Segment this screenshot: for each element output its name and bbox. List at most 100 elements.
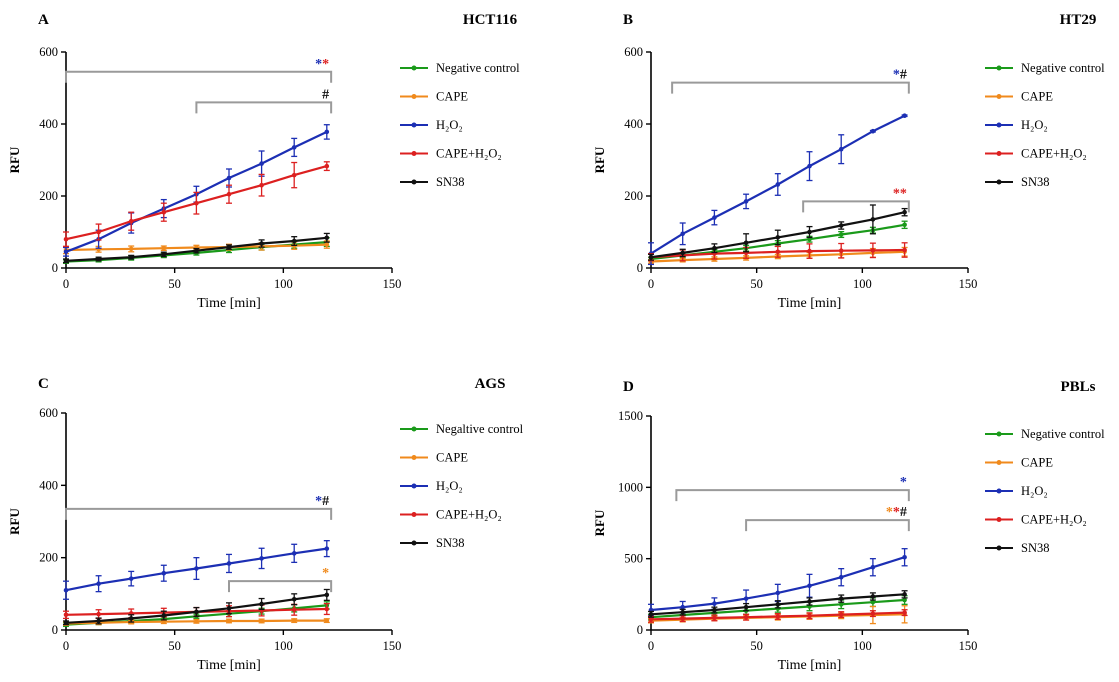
legend-item: H₂O₂	[400, 479, 463, 493]
data-point	[291, 607, 297, 613]
legend-marker	[996, 94, 1002, 99]
x-axis-title: Time [min]	[197, 296, 261, 311]
legend-item: CAPE+H₂O₂	[400, 508, 502, 522]
legend-label: CAPE+H₂O₂	[436, 147, 502, 161]
legend-label: Negative control	[436, 61, 520, 75]
legend-item: SN38	[985, 541, 1049, 555]
x-axis-title: Time [min]	[197, 658, 261, 673]
series-2	[648, 113, 908, 266]
legend-marker	[411, 512, 417, 517]
data-point	[128, 246, 134, 252]
data-point	[324, 618, 330, 623]
significance-label: **	[315, 57, 329, 72]
y-tick-label: 600	[39, 45, 58, 59]
data-point	[291, 618, 297, 623]
legend-label: SN38	[1021, 541, 1049, 555]
legend-marker	[411, 426, 417, 432]
significance-mark: #	[322, 494, 329, 509]
significance-label: #	[322, 87, 329, 102]
data-point	[63, 249, 69, 255]
x-tick-label: 50	[750, 639, 763, 653]
legend-marker	[996, 431, 1002, 437]
data-point	[226, 618, 232, 624]
data-point	[259, 618, 264, 624]
chart-panel-a: A HCT116 0 50 100 150 0 200 400 600 Time [min] RFU N…	[7, 12, 520, 311]
bracket-line	[745, 519, 910, 532]
x-tick-label: 100	[853, 277, 872, 291]
legend-label: CAPE+H₂O₂	[436, 508, 502, 522]
data-point	[838, 223, 844, 228]
legend-label: H₂O₂	[436, 479, 463, 493]
data-point	[324, 129, 330, 135]
y-axis-title: RFU	[592, 146, 607, 173]
legend-label: CAPE+H₂O₂	[1021, 147, 1087, 161]
data-point	[161, 252, 167, 257]
data-point	[743, 596, 749, 601]
data-point	[194, 609, 199, 615]
data-point	[128, 616, 134, 621]
legend-label: H₂O₂	[436, 118, 463, 132]
data-point	[902, 554, 907, 560]
y-tick-label: 0	[637, 623, 643, 637]
significance-mark: *	[893, 505, 900, 520]
x-tick-label: 0	[648, 639, 654, 653]
data-point	[291, 145, 297, 150]
data-point	[807, 163, 812, 169]
bracket-line	[65, 507, 333, 520]
data-point	[291, 172, 297, 178]
significance-mark: #	[900, 68, 907, 83]
series-4	[63, 232, 330, 264]
significance-mark: *	[315, 494, 322, 509]
data-point	[870, 611, 876, 616]
data-point	[775, 235, 781, 240]
legend-marker	[411, 483, 417, 489]
y-tick-label: 400	[39, 478, 58, 492]
data-point	[838, 612, 844, 617]
y-tick-label: 400	[39, 117, 58, 131]
data-point	[902, 247, 907, 253]
data-point	[712, 245, 717, 251]
significance-label: *	[900, 475, 907, 490]
y-tick-label: 600	[624, 45, 643, 59]
legend-marker	[411, 94, 417, 99]
data-point	[128, 576, 134, 581]
bracket-line	[65, 70, 333, 83]
series-4	[63, 588, 330, 626]
series-4	[648, 590, 908, 618]
y-tick-label: 200	[39, 189, 58, 203]
x-tick-label: 0	[63, 277, 69, 291]
legend-marker	[411, 122, 417, 128]
series-1	[63, 618, 330, 626]
data-point	[226, 606, 232, 611]
data-point	[259, 556, 264, 561]
data-point	[324, 242, 330, 247]
data-point	[807, 248, 812, 254]
data-point	[96, 618, 101, 624]
legend-label: Negaltive control	[436, 422, 524, 436]
data-point	[161, 619, 167, 624]
data-point	[226, 561, 232, 566]
significance-mark: #	[322, 87, 329, 102]
data-point	[743, 614, 749, 620]
data-point	[259, 182, 264, 188]
legend-marker	[996, 122, 1002, 128]
data-point	[128, 218, 134, 224]
x-tick-label: 100	[853, 639, 872, 653]
data-point	[96, 611, 101, 617]
legend-item: Negative control	[400, 61, 520, 75]
data-point	[712, 615, 717, 621]
series-2	[63, 540, 330, 600]
y-tick-label: 600	[39, 406, 58, 420]
x-tick-label: 150	[959, 277, 978, 291]
data-point	[902, 113, 907, 119]
x-tick-label: 100	[274, 639, 293, 653]
data-point	[259, 601, 264, 607]
series-3	[648, 609, 908, 623]
panel-letter: C	[38, 376, 49, 392]
x-tick-label: 50	[750, 277, 763, 291]
significance-bracket: *#	[671, 68, 910, 94]
y-axis-title: RFU	[7, 508, 22, 535]
data-point	[226, 244, 232, 250]
panel-letter: B	[623, 12, 633, 28]
legend-marker	[996, 460, 1002, 465]
